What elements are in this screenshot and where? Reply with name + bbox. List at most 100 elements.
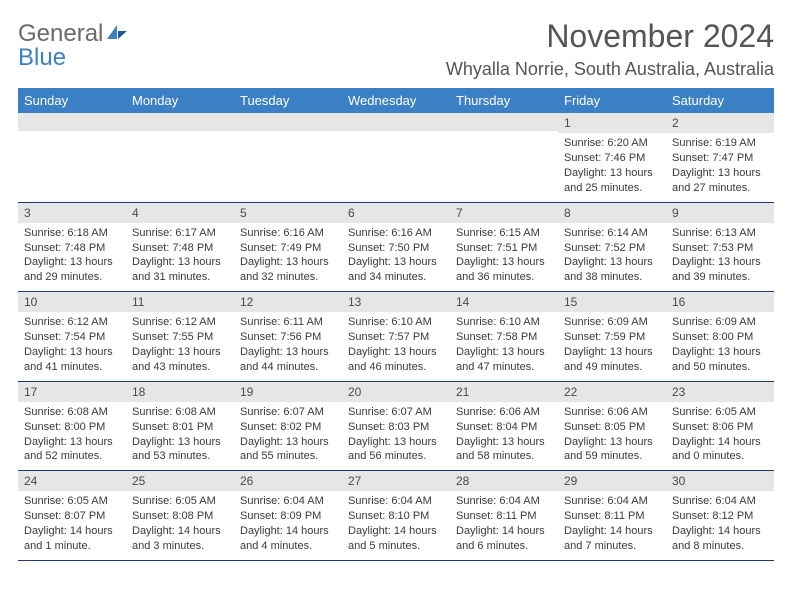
sunrise-line: Sunrise: 6:05 AM <box>24 494 120 509</box>
daylight-line: Daylight: 13 hours and 36 minutes. <box>456 255 552 285</box>
day-header: Wednesday <box>342 88 450 113</box>
calendar-cell: 22 Sunrise: 6:06 AMSunset: 8:05 PMDayligh… <box>558 381 666 471</box>
day-details: Sunrise: 6:09 AMSunset: 8:00 PMDaylight:… <box>666 312 774 380</box>
day-details: Sunrise: 6:11 AMSunset: 7:56 PMDaylight:… <box>234 312 342 380</box>
calendar-cell: 29Sunrise: 6:04 AMSunset: 8:11 PMDayligh… <box>558 471 666 561</box>
sunset-line: Sunset: 8:00 PM <box>24 420 120 435</box>
calendar-cell: 16Sunrise: 6:09 AMSunset: 8:00 PMDayligh… <box>666 292 774 382</box>
day-header: Saturday <box>666 88 774 113</box>
sunset-line: Sunset: 8:05 PM <box>564 420 660 435</box>
logo-text-gray: General <box>18 20 103 47</box>
calendar-cell: 26Sunrise: 6:04 AMSunset: 8:09 PMDayligh… <box>234 471 342 561</box>
day-number: 2 <box>666 113 774 133</box>
sunset-line: Sunset: 8:11 PM <box>456 509 552 524</box>
day-details: Sunrise: 6:04 AMSunset: 8:10 PMDaylight:… <box>342 491 450 559</box>
daylight-line: Daylight: 13 hours and 41 minutes. <box>24 345 120 375</box>
day-number: 27 <box>342 471 450 491</box>
day-number: 10 <box>18 292 126 312</box>
day-number: 14 <box>450 292 558 312</box>
calendar-cell <box>342 113 450 202</box>
sunrise-line: Sunrise: 6:14 AM <box>564 226 660 241</box>
calendar-table: SundayMondayTuesdayWednesdayThursdayFrid… <box>18 88 774 561</box>
day-number: 19 <box>234 382 342 402</box>
sunset-line: Sunset: 8:06 PM <box>672 420 768 435</box>
logo-text-blue: Blue <box>18 44 66 71</box>
day-details: Sunrise: 6:10 AMSunset: 7:58 PMDaylight:… <box>450 312 558 380</box>
day-details: Sunrise: 6:12 AMSunset: 7:54 PMDaylight:… <box>18 312 126 380</box>
sunrise-line: Sunrise: 6:07 AM <box>240 405 336 420</box>
calendar-cell: 20Sunrise: 6:07 AMSunset: 8:03 PMDayligh… <box>342 381 450 471</box>
sunset-line: Sunset: 7:53 PM <box>672 241 768 256</box>
day-number: 5 <box>234 203 342 223</box>
calendar-cell: 7Sunrise: 6:15 AMSunset: 7:51 PMDaylight… <box>450 202 558 292</box>
daylight-line: Daylight: 13 hours and 58 minutes. <box>456 435 552 465</box>
day-details: Sunrise: 6:08 AMSunset: 8:00 PMDaylight:… <box>18 402 126 470</box>
sunset-line: Sunset: 7:46 PM <box>564 151 660 166</box>
daylight-line: Daylight: 13 hours and 53 minutes. <box>132 435 228 465</box>
sunrise-line: Sunrise: 6:18 AM <box>24 226 120 241</box>
day-details: Sunrise: 6:16 AMSunset: 7:49 PMDaylight:… <box>234 223 342 291</box>
day-number: 13 <box>342 292 450 312</box>
sunset-line: Sunset: 8:01 PM <box>132 420 228 435</box>
sunset-line: Sunset: 8:00 PM <box>672 330 768 345</box>
sunset-line: Sunset: 7:47 PM <box>672 151 768 166</box>
sunset-line: Sunset: 8:08 PM <box>132 509 228 524</box>
calendar-cell: 1Sunrise: 6:20 AMSunset: 7:46 PMDaylight… <box>558 113 666 202</box>
sunrise-line: Sunrise: 6:16 AM <box>348 226 444 241</box>
day-number-empty <box>342 113 450 131</box>
day-details: Sunrise: 6:04 AMSunset: 8:11 PMDaylight:… <box>558 491 666 559</box>
daylight-line: Daylight: 13 hours and 44 minutes. <box>240 345 336 375</box>
sunset-line: Sunset: 8:12 PM <box>672 509 768 524</box>
calendar-cell <box>450 113 558 202</box>
day-number: 9 <box>666 203 774 223</box>
calendar-cell: 23Sunrise: 6:05 AMSunset: 8:06 PMDayligh… <box>666 381 774 471</box>
sunset-line: Sunset: 7:48 PM <box>24 241 120 256</box>
daylight-line: Daylight: 13 hours and 59 minutes. <box>564 435 660 465</box>
sunset-line: Sunset: 8:03 PM <box>348 420 444 435</box>
day-details: Sunrise: 6:08 AMSunset: 8:01 PMDaylight:… <box>126 402 234 470</box>
daylight-line: Daylight: 13 hours and 49 minutes. <box>564 345 660 375</box>
daylight-line: Daylight: 13 hours and 39 minutes. <box>672 255 768 285</box>
daylight-line: Daylight: 13 hours and 29 minutes. <box>24 255 120 285</box>
sunrise-line: Sunrise: 6:15 AM <box>456 226 552 241</box>
day-header: Sunday <box>18 88 126 113</box>
sunset-line: Sunset: 7:58 PM <box>456 330 552 345</box>
day-details: Sunrise: 6:13 AMSunset: 7:53 PMDaylight:… <box>666 223 774 291</box>
daylight-line: Daylight: 14 hours and 8 minutes. <box>672 524 768 554</box>
day-details: Sunrise: 6:05 AMSunset: 8:06 PMDaylight:… <box>666 402 774 470</box>
logo-sail-icon <box>105 28 129 45</box>
day-number: 22 <box>558 382 666 402</box>
logo: General Blue <box>18 22 129 70</box>
sunset-line: Sunset: 8:11 PM <box>564 509 660 524</box>
day-details: Sunrise: 6:12 AMSunset: 7:55 PMDaylight:… <box>126 312 234 380</box>
daylight-line: Daylight: 13 hours and 43 minutes. <box>132 345 228 375</box>
calendar-cell: 14Sunrise: 6:10 AMSunset: 7:58 PMDayligh… <box>450 292 558 382</box>
sunset-line: Sunset: 8:10 PM <box>348 509 444 524</box>
calendar-cell: 28Sunrise: 6:04 AMSunset: 8:11 PMDayligh… <box>450 471 558 561</box>
sunrise-line: Sunrise: 6:07 AM <box>348 405 444 420</box>
day-number: 18 <box>126 382 234 402</box>
day-number-empty <box>234 113 342 131</box>
sunset-line: Sunset: 7:56 PM <box>240 330 336 345</box>
daylight-line: Daylight: 13 hours and 27 minutes. <box>672 166 768 196</box>
calendar-cell: 8Sunrise: 6:14 AMSunset: 7:52 PMDaylight… <box>558 202 666 292</box>
sunrise-line: Sunrise: 6:09 AM <box>672 315 768 330</box>
sunrise-line: Sunrise: 6:04 AM <box>672 494 768 509</box>
calendar-cell: 15Sunrise: 6:09 AMSunset: 7:59 PMDayligh… <box>558 292 666 382</box>
day-number: 23 <box>666 382 774 402</box>
day-number: 7 <box>450 203 558 223</box>
sunrise-line: Sunrise: 6:20 AM <box>564 136 660 151</box>
day-details: Sunrise: 6:19 AMSunset: 7:47 PMDaylight:… <box>666 133 774 201</box>
calendar-week: 10Sunrise: 6:12 AMSunset: 7:54 PMDayligh… <box>18 292 774 382</box>
day-number: 11 <box>126 292 234 312</box>
sunrise-line: Sunrise: 6:09 AM <box>564 315 660 330</box>
day-number: 4 <box>126 203 234 223</box>
day-details: Sunrise: 6:04 AMSunset: 8:09 PMDaylight:… <box>234 491 342 559</box>
sunrise-line: Sunrise: 6:06 AM <box>564 405 660 420</box>
calendar-week: 3Sunrise: 6:18 AMSunset: 7:48 PMDaylight… <box>18 202 774 292</box>
sunrise-line: Sunrise: 6:17 AM <box>132 226 228 241</box>
calendar-cell: 13Sunrise: 6:10 AMSunset: 7:57 PMDayligh… <box>342 292 450 382</box>
calendar-cell: 27Sunrise: 6:04 AMSunset: 8:10 PMDayligh… <box>342 471 450 561</box>
day-details: Sunrise: 6:15 AMSunset: 7:51 PMDaylight:… <box>450 223 558 291</box>
calendar-cell: 6Sunrise: 6:16 AMSunset: 7:50 PMDaylight… <box>342 202 450 292</box>
